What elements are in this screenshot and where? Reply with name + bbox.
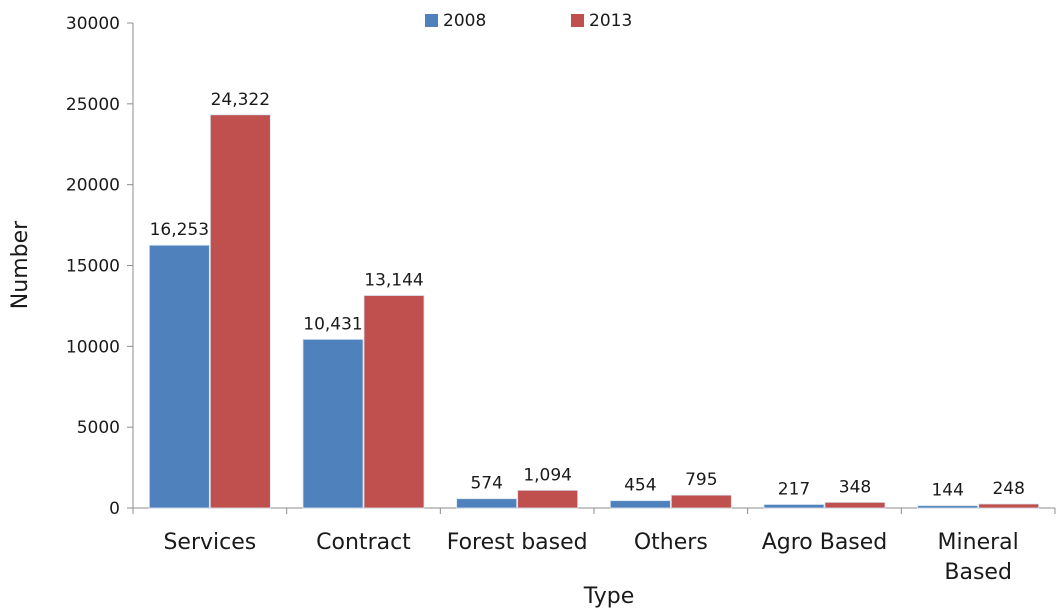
x-axis: Services Contract Forest based Others Agro B…: [132, 507, 1056, 585]
data-label: 217: [778, 479, 810, 499]
data-label: 13,144: [364, 271, 423, 291]
y-tick-label: 20000: [66, 176, 120, 196]
x-tick-label: Services: [163, 530, 256, 555]
legend: 2008 2013: [425, 11, 632, 31]
x-tick-label: Others: [634, 530, 708, 555]
x-tick-label: Contract: [316, 530, 411, 555]
bar-2013-others: [670, 494, 732, 509]
y-axis: 0 5000 10000 15000 20000 25000 30000: [66, 14, 134, 519]
x-tick-label: Mineral Based: [938, 530, 1019, 585]
legend-label: 2008: [443, 11, 486, 31]
y-tick-label: 10000: [66, 337, 120, 357]
legend-swatch-2013: [571, 14, 584, 27]
y-tick-label: 25000: [66, 95, 120, 115]
legend-label: 2013: [589, 11, 632, 31]
legend-swatch-2008: [425, 14, 438, 27]
x-axis-title: Type: [583, 584, 635, 609]
bar-2008-agro-based: [763, 504, 825, 509]
data-label: 248: [992, 479, 1024, 499]
bar-2013-forest-based: [517, 489, 579, 509]
bar-2013-mineral-based: [978, 503, 1040, 509]
y-tick-label: 5000: [77, 418, 120, 438]
bar-2008-services: [148, 244, 210, 509]
data-label: 10,431: [303, 314, 362, 334]
bar-2008-mineral-based: [917, 505, 979, 509]
bar-2008-contract: [302, 338, 364, 509]
bar-2008-others: [609, 500, 671, 509]
data-label: 454: [624, 476, 656, 496]
y-tick-label: 30000: [66, 14, 120, 34]
x-tick-label: Forest based: [447, 530, 588, 555]
bar-2013-agro-based: [824, 501, 886, 509]
bar-2013-contract: [363, 295, 425, 509]
data-label: 348: [839, 477, 871, 497]
data-labels-group: 16,253 24,322 10,431 13,144 574 1,094 454 795 21…: [150, 90, 1025, 501]
bars-group: [148, 114, 1040, 509]
data-label: 16,253: [150, 220, 209, 240]
data-label: 1,094: [523, 465, 572, 485]
bar-2008-forest-based: [456, 498, 518, 509]
y-tick-label: 15000: [66, 257, 120, 277]
y-tick-label: 0: [109, 499, 120, 519]
data-label: 144: [931, 481, 963, 501]
data-label: 574: [470, 474, 502, 494]
data-label: 795: [685, 470, 717, 490]
x-tick-label: Agro Based: [762, 530, 888, 555]
y-axis-title: Number: [8, 220, 33, 309]
data-label: 24,322: [211, 90, 270, 110]
bar-2013-services: [209, 114, 271, 509]
